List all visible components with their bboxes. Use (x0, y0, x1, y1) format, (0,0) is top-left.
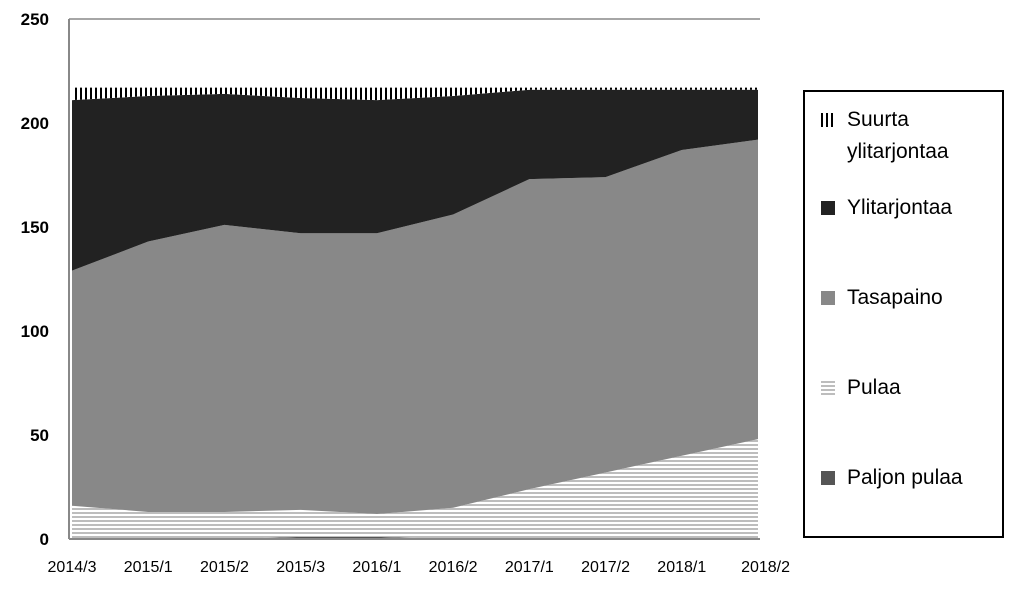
legend: Suurta ylitarjontaa Ylitarjontaa Tasapaino… (803, 90, 1004, 538)
area-series-group (72, 87, 758, 539)
x-tick-label: 2017/2 (581, 559, 630, 576)
y-tick-label: 0 (40, 530, 49, 549)
legend-swatch (821, 471, 835, 485)
legend-label: Paljon pulaa (847, 466, 963, 489)
area-suurta (72, 87, 758, 101)
x-tick-label: 2016/2 (429, 559, 478, 576)
y-tick-label: 150 (21, 218, 49, 237)
x-tick-label: 2014/3 (48, 559, 97, 576)
x-tick-label: 2015/3 (276, 559, 325, 576)
x-tick-label: 2018/2 (741, 559, 790, 576)
legend-item-yli: Ylitarjontaa (821, 192, 997, 224)
y-tick-label: 250 (21, 10, 49, 29)
legend-label: Ylitarjontaa (847, 196, 953, 219)
x-tick-label: 2015/1 (124, 559, 173, 576)
x-tick-labels: 2014/3 2015/1 2015/2 2015/3 2016/1 2016/2 2017… (48, 559, 791, 576)
legend-label: Tasapaino (847, 286, 943, 309)
y-tick-labels: 0 50 100 150 200 250 (21, 10, 49, 549)
legend-label: Pulaa (847, 376, 901, 399)
area-yli (72, 89, 758, 271)
x-tick-label: 2017/1 (505, 559, 554, 576)
legend-swatch (821, 291, 835, 305)
y-tick-label: 50 (30, 426, 49, 445)
y-tick-label: 200 (21, 114, 49, 133)
legend-item-paljon: Paljon pulaa (821, 462, 997, 494)
area-pulaa (72, 439, 758, 539)
legend-swatch (821, 381, 835, 395)
legend-item-suurta: Suurta ylitarjontaa (821, 104, 997, 168)
area-tasapaino (72, 139, 758, 515)
y-tick-label: 100 (21, 322, 49, 341)
x-tick-label: 2018/1 (657, 559, 706, 576)
legend-item-pulaa: Pulaa (821, 372, 997, 404)
legend-label: Suurta ylitarjontaa (847, 108, 949, 163)
x-tick-label: 2015/2 (200, 559, 249, 576)
legend-swatch (821, 113, 835, 127)
legend-item-tasapaino: Tasapaino (821, 282, 997, 314)
legend-swatch (821, 201, 835, 215)
x-tick-label: 2016/1 (352, 559, 401, 576)
